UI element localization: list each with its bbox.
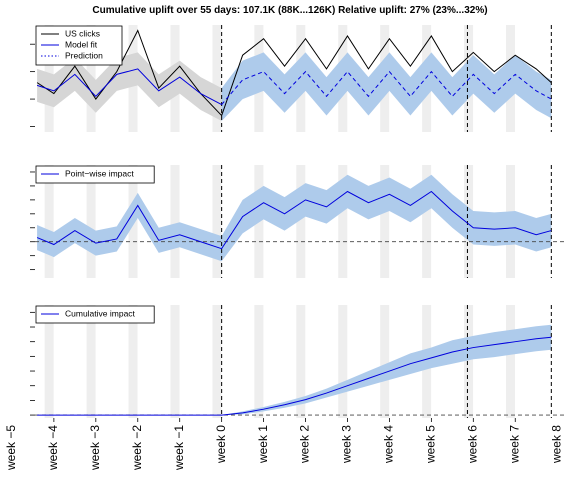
weekend-stripe [170,165,180,278]
interval-band [37,324,552,416]
weekend-stripe [86,305,96,418]
series-line [36,68,222,106]
weekend-stripe [254,305,264,418]
series-line [221,70,552,105]
interval-band [37,52,222,122]
x-tick-label: week −3 [88,425,102,471]
chart-title: Cumulative uplift over 55 days: 107.1K (… [92,5,487,16]
legend-label: Cumulative impact [65,308,136,318]
x-tick-label: week −1 [172,425,186,471]
interval-band [221,52,552,122]
weekend-stripe [296,305,306,418]
x-tick-label: week 8 [549,425,563,464]
weekend-stripe [338,165,348,278]
weekend-stripe [422,165,432,278]
x-tick-label: week 7 [507,425,521,464]
legend-label: Point−wise impact [65,168,134,178]
weekend-stripe [212,25,222,132]
weekend-stripe [464,305,474,418]
interval-band [37,174,552,262]
x-tick-label: week 3 [340,425,354,464]
series-line [37,336,552,416]
weekend-stripe [338,305,348,418]
weekend-stripe [380,165,390,278]
x-tick-label: week −4 [46,425,60,471]
weekend-stripe [44,165,54,278]
x-tick-label: week 4 [382,425,396,464]
weekend-stripe [212,165,222,278]
x-tick-label: week −2 [130,425,144,471]
weekend-stripe [506,305,516,418]
weekend-stripe [296,165,306,278]
weekend-stripe [128,305,138,418]
x-tick-label: week 5 [424,425,438,464]
x-tick-label: week 0 [214,425,228,464]
series-line [36,190,552,250]
legend-label: Prediction [65,50,103,60]
legend-label: US clicks [65,28,100,38]
x-tick-label: week −5 [4,425,18,471]
x-tick-label: week 1 [256,425,270,464]
weekend-stripe [380,305,390,418]
legend-box [35,165,155,184]
legend-label: Model fit [65,39,98,49]
weekend-stripe [86,165,96,278]
legend-box [35,305,155,324]
x-tick-label: week 6 [465,425,479,464]
weekend-stripe [170,305,180,418]
x-tick-label: week 2 [298,425,312,464]
weekend-stripe [44,305,54,418]
weekend-stripe [212,305,222,418]
